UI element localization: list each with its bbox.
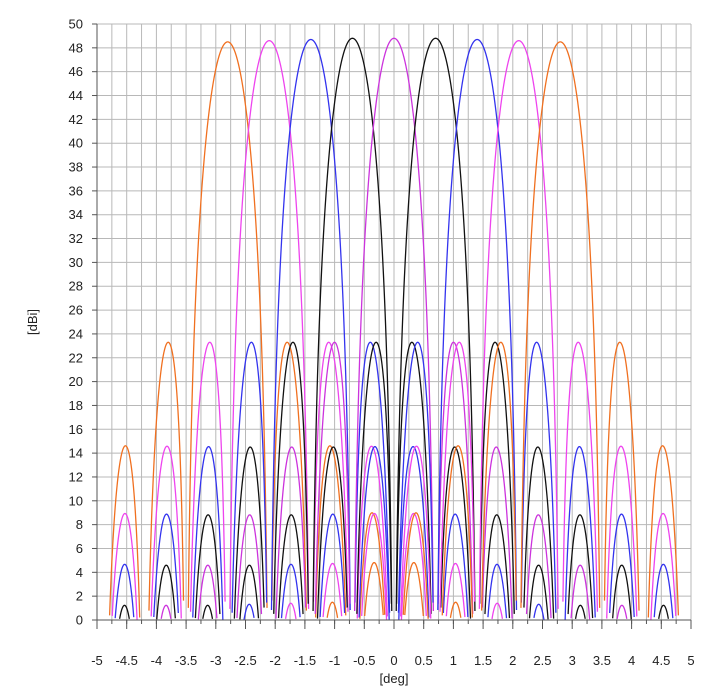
beam-series-7 <box>243 38 674 621</box>
y-tick-label: 6 <box>76 541 83 556</box>
beam-series-2 <box>111 40 504 620</box>
y-tick-label: 2 <box>76 589 83 604</box>
x-tick-label: 4 <box>628 653 635 668</box>
x-tick-label: -3 <box>210 653 222 668</box>
y-tick-label: 30 <box>69 255 83 270</box>
y-tick-label: 44 <box>69 88 83 103</box>
x-tick-label: 1 <box>450 653 457 668</box>
y-tick-label: 24 <box>69 326 83 341</box>
x-tick-label: -2 <box>269 653 281 668</box>
y-tick-label: 26 <box>69 303 83 318</box>
beam-series-6 <box>202 37 669 620</box>
y-tick-label: 10 <box>69 493 83 508</box>
y-tick-label: 0 <box>76 613 83 628</box>
y-tick-label: 16 <box>69 422 83 437</box>
x-axis-title: [deg] <box>380 671 409 686</box>
x-tick-label: 0 <box>390 653 397 668</box>
beam-series-9 <box>326 41 680 619</box>
y-tick-label: 20 <box>69 374 83 389</box>
x-tick-label: -4 <box>151 653 163 668</box>
beam-series-1 <box>108 41 462 619</box>
y-tick-label: 28 <box>69 279 83 294</box>
y-tick-label: 8 <box>76 517 83 532</box>
y-tick-labels: 0246810121416182022242628303234363840424… <box>69 17 83 628</box>
beam-series-5 <box>160 37 628 620</box>
x-tick-label: 5 <box>687 653 694 668</box>
y-tick-label: 12 <box>69 469 83 484</box>
y-tick-label: 40 <box>69 136 83 151</box>
x-tick-label: 4.5 <box>652 653 670 668</box>
y-tick-label: 32 <box>69 231 83 246</box>
beam-series-8 <box>284 40 677 620</box>
y-tick-label: 42 <box>69 112 83 127</box>
beam-series-3 <box>114 38 545 621</box>
x-tick-label: 0.5 <box>415 653 433 668</box>
y-tick-label: 48 <box>69 40 83 55</box>
x-tick-label: -3.5 <box>175 653 197 668</box>
x-tick-label: 3.5 <box>593 653 611 668</box>
y-tick-label: 36 <box>69 183 83 198</box>
x-tick-label: -4.5 <box>115 653 137 668</box>
series-group <box>108 37 680 621</box>
x-tick-label: -1.5 <box>294 653 316 668</box>
x-tick-labels: -5 -4.5 -4 -3.5 -3 -2.5 -2 -1.5 -1 -0.5 0 0.5 1 1.5 2 2… <box>91 653 694 668</box>
y-axis-title: [dBi] <box>25 309 40 335</box>
y-tick-label: 38 <box>69 160 83 175</box>
y-tick-label: 34 <box>69 207 83 222</box>
x-tick-label: 2.5 <box>533 653 551 668</box>
x-tick-label: -1 <box>329 653 341 668</box>
x-tick-label: -2.5 <box>234 653 256 668</box>
y-tick-label: 14 <box>69 446 83 461</box>
y-tick-label: 50 <box>69 17 83 32</box>
x-tick-label: -0.5 <box>353 653 375 668</box>
axes <box>92 23 692 629</box>
y-tick-label: 22 <box>69 350 83 365</box>
x-tick-label: 1.5 <box>474 653 492 668</box>
y-tick-label: 4 <box>76 565 83 580</box>
x-tick-label: 2 <box>509 653 516 668</box>
x-tick-label: 3 <box>569 653 576 668</box>
y-tick-label: 46 <box>69 64 83 79</box>
y-tick-label: 18 <box>69 398 83 413</box>
grid <box>96 23 692 621</box>
x-tick-label: -5 <box>91 653 103 668</box>
